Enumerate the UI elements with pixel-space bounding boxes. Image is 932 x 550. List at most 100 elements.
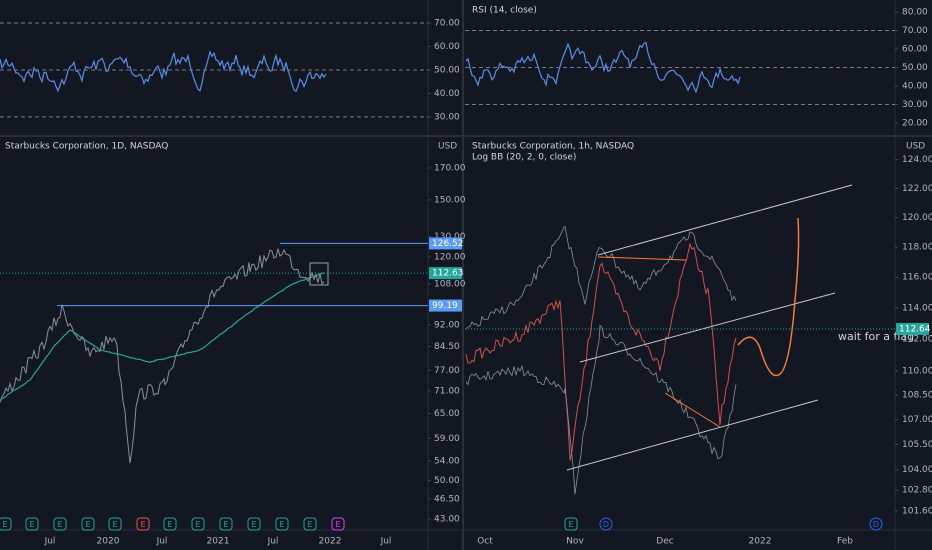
indicator-label: RSI (14, close) (472, 6, 537, 16)
event-letter: E (307, 520, 312, 529)
price-tag (896, 322, 929, 335)
x-tick-label: Feb (837, 537, 853, 547)
y-tick-label: 50.00 (434, 476, 460, 486)
y-tick-label: 110.00 (902, 366, 932, 376)
event-icon (163, 517, 177, 531)
flag-box (309, 262, 329, 286)
trend-line (597, 184, 853, 256)
price-tag-label: 112.63 (432, 269, 464, 279)
y-tick-label: 108.50 (902, 390, 932, 400)
projection-curve (737, 217, 800, 377)
event-letter: D (873, 520, 879, 529)
y-tick-label: 71.00 (434, 386, 460, 396)
price-line (0, 248, 325, 464)
event-icon (275, 517, 289, 531)
event-icon (25, 517, 39, 531)
price-tag (429, 299, 462, 312)
event-letter: D (603, 520, 609, 529)
y-tick-label: 40.00 (434, 89, 460, 99)
y-tick-label: 107.00 (902, 415, 932, 425)
drawings (309, 184, 853, 471)
trend-line (566, 399, 819, 471)
indicator-line (0, 49, 327, 93)
x-tick-label: 2021 (207, 537, 230, 547)
indicator-line (465, 41, 741, 94)
price-tag-label: 99.19 (432, 301, 458, 311)
bollinger-band (465, 225, 737, 330)
price-tag (429, 267, 462, 280)
event-letter: E (279, 520, 284, 529)
event-icon (564, 517, 578, 531)
price-tag-label: 126.52 (432, 239, 464, 249)
y-tick-label: 122.00 (902, 184, 932, 194)
y-tick-label: 46.50 (434, 495, 460, 505)
pane-title: Starbucks Corporation, 1h, NASDAQ (472, 142, 634, 152)
event-letter: E (29, 520, 34, 529)
y-tick-label: 43.00 (434, 515, 460, 525)
x-tick-label: Oct (477, 537, 493, 547)
y-tick-label: 50.00 (902, 63, 928, 73)
y-tick-label: 70.00 (902, 26, 928, 36)
event-letter: E (140, 520, 145, 529)
event-letter: E (568, 520, 573, 529)
event-icon (191, 517, 205, 531)
event-icon (53, 517, 67, 531)
event-icon (219, 517, 233, 531)
x-tick-label: Dec (656, 537, 673, 547)
price-tag (429, 237, 462, 250)
y-tick-label: 30.00 (902, 100, 928, 110)
y-tick-label: 60.00 (902, 45, 928, 55)
event-icon (0, 517, 12, 531)
currency-label: USD (438, 142, 457, 152)
y-tick-label: 105.50 (902, 440, 932, 450)
y-tick-label: 20.00 (902, 118, 928, 128)
event-icon (869, 517, 883, 531)
y-tick-label: 120.00 (902, 213, 932, 223)
event-letter: E (251, 520, 256, 529)
event-icon (247, 517, 261, 531)
event-letter: E (57, 520, 62, 529)
x-tick-label: 2020 (97, 537, 120, 547)
price-tag-label: 112.64 (899, 324, 931, 334)
event-icon (303, 517, 317, 531)
annotation: wait for a flag (838, 330, 914, 343)
x-tick-label: Jul (267, 537, 279, 547)
y-tick-label: 59.00 (434, 434, 460, 444)
x-tick-label: Jul (380, 537, 392, 547)
y-tick-label: 30.00 (434, 112, 460, 122)
event-letter: E (167, 520, 172, 529)
trend-line (664, 392, 721, 428)
x-tick-label: 2022 (749, 537, 772, 547)
y-tick-label: 130.00 (434, 232, 466, 242)
y-tick-label: 54.00 (434, 456, 460, 466)
indicator-label: Log BB (20, 2, 0, close) (472, 153, 576, 163)
event-letter: E (2, 520, 7, 529)
event-icon (136, 517, 150, 531)
event-letter: E (223, 520, 228, 529)
y-tick-label: 118.00 (902, 243, 932, 253)
x-tick-label: Jul (44, 537, 56, 547)
price-line (465, 242, 737, 461)
trend-line (597, 256, 687, 261)
moving-average (0, 272, 325, 401)
x-tick-label: 2022 (319, 537, 342, 547)
y-tick-label: 102.80 (902, 486, 932, 496)
y-tick-label: 40.00 (902, 81, 928, 91)
y-tick-label: 77.00 (434, 366, 460, 376)
event-icon (331, 517, 345, 531)
x-tick-label: Nov (566, 537, 584, 547)
y-tick-label: 124.00 (902, 155, 932, 165)
y-tick-label: 114.00 (902, 303, 932, 313)
event-letter: E (335, 520, 340, 529)
y-tick-label: 104.00 (902, 465, 932, 475)
y-tick-label: 150.00 (434, 195, 466, 205)
y-tick-label: 116.00 (902, 273, 932, 283)
event-letter: E (85, 520, 90, 529)
event-icon (81, 517, 95, 531)
y-tick-label: 50.00 (434, 65, 460, 75)
y-tick-label: 170.00 (434, 163, 466, 173)
y-tick-label: 65.00 (434, 409, 460, 419)
event-letter: E (195, 520, 200, 529)
